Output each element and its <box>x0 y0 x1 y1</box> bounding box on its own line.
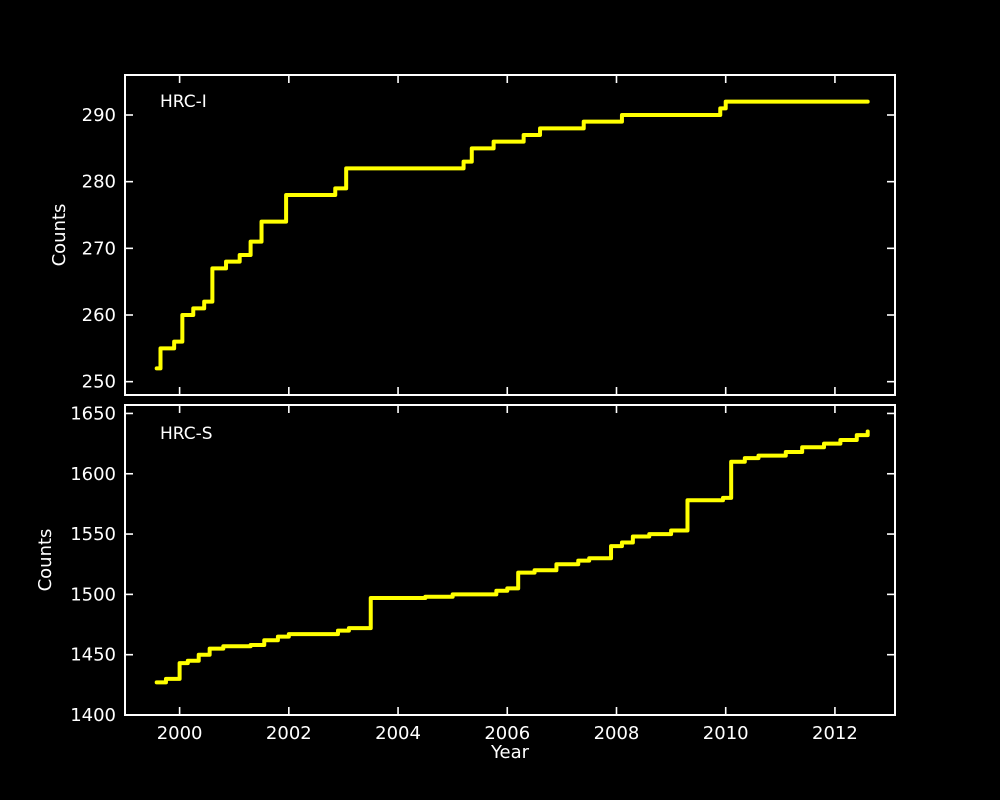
y-tick-label: 270 <box>82 238 116 259</box>
x-tick-label: 2000 <box>157 723 203 744</box>
y-tick-label: 1400 <box>70 705 116 726</box>
x-axis-label: Year <box>490 742 530 763</box>
y-tick-label: 290 <box>82 105 116 126</box>
y-tick-label: 1650 <box>70 403 116 424</box>
y-tick-label: 280 <box>82 172 116 193</box>
plot-label-hrc-s: HRC-S <box>160 424 213 444</box>
x-tick-label: 2002 <box>266 723 312 744</box>
data-line-HRC-S <box>154 429 870 685</box>
plot-frame <box>124 74 896 396</box>
x-tick-label: 2006 <box>484 723 530 744</box>
y-tick-label: 1600 <box>70 464 116 485</box>
y-axis-label-bottom: Counts <box>35 528 56 592</box>
x-tick-label: 2004 <box>375 723 421 744</box>
data-line-HRC-I <box>154 99 870 371</box>
x-tick-label: 2008 <box>594 723 640 744</box>
plot-label-hrc-i: HRC-I <box>160 92 207 112</box>
y-axis-label-top: Counts <box>49 203 70 267</box>
y-tick-label: 1550 <box>70 524 116 545</box>
y-tick-label: 260 <box>82 305 116 326</box>
y-tick-label: 1500 <box>70 584 116 605</box>
x-tick-label: 2010 <box>703 723 749 744</box>
x-tick-label: 2012 <box>812 723 858 744</box>
y-tick-label: 1450 <box>70 645 116 666</box>
y-tick-label: 250 <box>82 372 116 393</box>
plot-frame <box>124 404 896 716</box>
